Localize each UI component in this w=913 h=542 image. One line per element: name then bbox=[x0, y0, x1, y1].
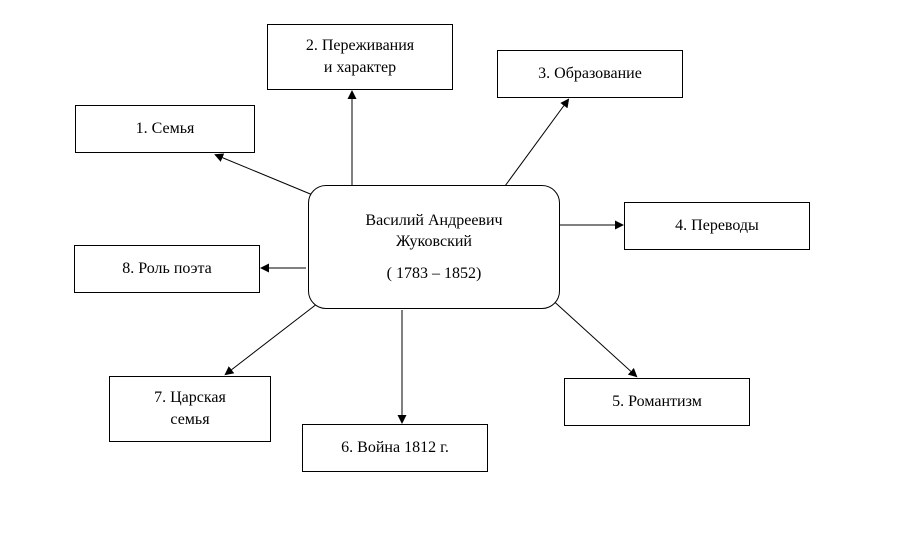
connector-line bbox=[226, 300, 322, 374]
center-line3: ( 1783 – 1852) bbox=[387, 263, 482, 285]
connector-line bbox=[505, 100, 568, 186]
node-4-translations: 4. Переводы bbox=[624, 202, 810, 250]
node-line1: 2. Переживания bbox=[306, 35, 414, 57]
node-7-tsar-family: 7. Царская семья bbox=[109, 376, 271, 442]
node-2-character: 2. Переживания и характер bbox=[267, 24, 453, 90]
node-label: 3. Образование bbox=[538, 63, 642, 85]
node-line1: 7. Царская bbox=[154, 387, 226, 409]
center-node: Василий Андреевич Жуковский ( 1783 – 185… bbox=[308, 185, 560, 309]
node-label: 5. Романтизм bbox=[612, 391, 702, 413]
node-line2: и характер bbox=[324, 57, 396, 79]
node-5-romanticism: 5. Романтизм bbox=[564, 378, 750, 426]
node-label: 4. Переводы bbox=[675, 215, 759, 237]
node-8-poet-role: 8. Роль поэта bbox=[74, 245, 260, 293]
node-label: 6. Война 1812 г. bbox=[341, 437, 449, 459]
node-1-family: 1. Семья bbox=[75, 105, 255, 153]
connector-line bbox=[216, 155, 320, 198]
node-line2: семья bbox=[170, 409, 209, 431]
node-3-education: 3. Образование bbox=[497, 50, 683, 98]
node-6-war1812: 6. Война 1812 г. bbox=[302, 424, 488, 472]
connector-line bbox=[548, 296, 636, 376]
node-label: 1. Семья bbox=[136, 118, 195, 140]
node-label: 8. Роль поэта bbox=[122, 258, 211, 280]
center-line2: Жуковский bbox=[396, 231, 472, 253]
center-line1: Василий Андреевич bbox=[365, 210, 502, 232]
